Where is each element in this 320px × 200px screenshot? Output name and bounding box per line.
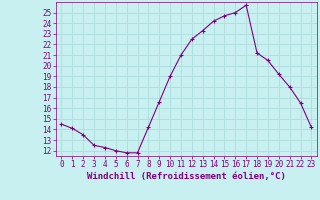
X-axis label: Windchill (Refroidissement éolien,°C): Windchill (Refroidissement éolien,°C) (87, 172, 286, 181)
